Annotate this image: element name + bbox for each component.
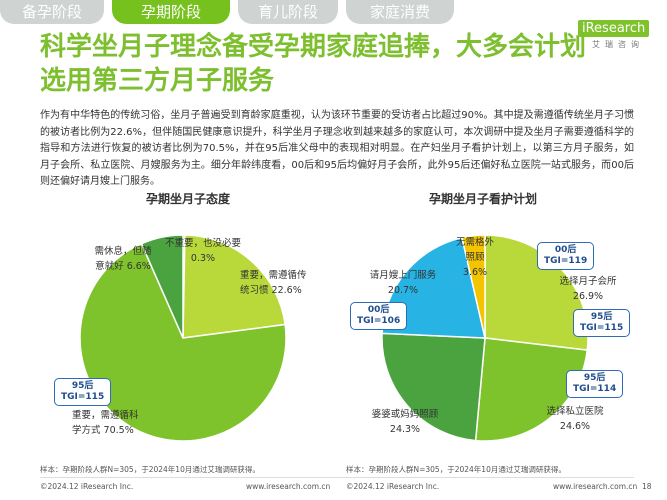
- pie2-tgi-callout-confinement: 00后 TGI=119: [537, 242, 595, 270]
- sample-note-right: 样本：孕期阶段人群N=305，于2024年10月通过艾瑞调研获得。: [346, 465, 566, 474]
- pie2-label-nanny: 请月嫂上门服务 20.7%: [369, 270, 437, 296]
- page-number: 18: [642, 482, 652, 491]
- logo-subtext: 艾瑞咨询: [592, 40, 644, 49]
- tab-parenting[interactable]: 育儿阶段: [238, 0, 338, 24]
- pie-attitude: [79, 234, 287, 442]
- page-title: 科学坐月子理念备受孕期家庭追捧，大多会计划选用第三方月子服务: [40, 32, 587, 96]
- tab-family-consumption[interactable]: 家庭消费: [346, 0, 454, 24]
- pie1-slice-3: [140, 234, 184, 339]
- pie1-tgi-callout: 95后 TGI=115: [54, 378, 112, 406]
- pie2-tgi-callout-nanny: 00后 TGI=106: [350, 302, 408, 330]
- logo-text: iResearch: [578, 20, 650, 37]
- pie1-label-not-important: 不重要，也没必要 0.3%: [165, 238, 242, 264]
- iresearch-logo: iResearch 艾瑞咨询: [578, 20, 650, 50]
- footer-copyright-right: ©2024.12 iResearch Inc.: [346, 482, 440, 491]
- pie2-slice-2: [381, 332, 486, 442]
- pie1-slice-2: [79, 242, 287, 442]
- pie2-slice-1: [474, 337, 589, 442]
- pie2-slice-4: [461, 234, 486, 339]
- footer-website-left: www.iresearch.com.cn: [246, 482, 331, 491]
- pie1-label-scientific: 重要，需遵循科学方式 70.5%: [72, 410, 139, 436]
- chart-title-attitude: 孕期坐月子态度: [145, 192, 230, 206]
- footer-copyright-left: ©2024.12 iResearch Inc.: [40, 482, 134, 491]
- stage-tabs: 备孕阶段 孕期阶段 育儿阶段 家庭消费: [0, 0, 460, 26]
- footer-website-right: www.iresearch.com.cn: [553, 482, 638, 491]
- pie1-slice-1: [182, 234, 286, 339]
- body-paragraph: 作为有中华特色的传统习俗，坐月子普遍受到育龄家庭重视，认为该环节重要的受访者占比…: [40, 110, 634, 187]
- tab-pregnancy[interactable]: 孕期阶段: [112, 0, 230, 24]
- pie2-label-confinement-center: 选择月子会所 26.9%: [559, 276, 617, 302]
- pie2-label-private-hospital: 选择私立医院 24.6%: [546, 406, 604, 432]
- pie-care-plan: [381, 234, 589, 442]
- chart-title-care-plan: 孕期坐月子看护计划: [428, 192, 537, 206]
- pie2-label-family-care: 婆婆或妈妈照顾 24.3%: [371, 409, 439, 435]
- pie2-label-no-care: 无需格外照顾 3.6%: [455, 237, 494, 278]
- footer-divider: [40, 477, 634, 478]
- tab-pre-pregnancy[interactable]: 备孕阶段: [0, 0, 104, 24]
- pie2-tgi-callout-hospital: 95后 TGI=114: [566, 370, 624, 398]
- pie1-label-traditional: 重要，需遵循传统习惯 22.6%: [240, 270, 307, 296]
- pie1-label-casual: 需休息，但随意就好 6.6%: [94, 246, 152, 272]
- pie2-tgi-callout-confinement-95: 95后 TGI=115: [573, 309, 631, 337]
- sample-note-left: 样本：孕期阶段人群N=305，于2024年10月通过艾瑞调研获得。: [40, 465, 260, 474]
